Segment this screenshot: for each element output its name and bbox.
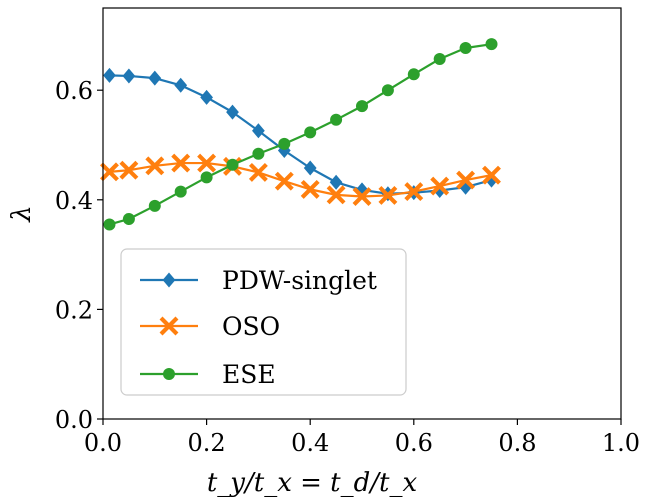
series-line: [109, 43, 492, 226]
data-point-stroke-b: [197, 153, 217, 173]
data-point: [200, 171, 213, 184]
legend: PDW-singlet OSO ESE: [120, 248, 407, 396]
data-point: [381, 84, 394, 97]
data-point: [174, 185, 187, 198]
data-point-stroke-b: [119, 160, 139, 180]
data-point: [352, 187, 372, 206]
data-point-stroke-b: [352, 187, 372, 206]
data-point: [148, 70, 162, 86]
legend-entry: ESE: [140, 360, 276, 389]
data-point-stroke-b: [326, 185, 346, 205]
data-point: [197, 153, 217, 173]
data-point: [103, 67, 116, 83]
data-point: [226, 104, 239, 120]
legend-marker-stroke-b: [159, 316, 179, 336]
data-point: [303, 160, 317, 176]
x-tick-label: 0.6: [395, 429, 433, 457]
data-point: [278, 137, 291, 150]
legend-entry: PDW-singlet: [140, 266, 377, 295]
legend-label: OSO: [222, 312, 280, 341]
data-point: [430, 176, 450, 196]
data-point: [145, 156, 165, 176]
data-point: [226, 158, 239, 171]
plot-frame: [102, 7, 622, 420]
data-point: [329, 174, 343, 190]
data-point: [456, 170, 476, 190]
data-point: [330, 113, 343, 126]
data-point: [356, 100, 368, 113]
data-point: [433, 52, 446, 65]
data-point: [378, 185, 398, 205]
data-point-stroke-b: [430, 176, 450, 196]
data-point: [248, 162, 268, 182]
data-point: [485, 38, 498, 51]
data-point: [200, 89, 213, 105]
y-tick-label: 0.4: [55, 187, 93, 215]
series-line: [109, 161, 492, 198]
legend-label: PDW-singlet: [222, 266, 377, 295]
legend-entry: OSO: [140, 312, 280, 341]
data-point: [274, 171, 294, 191]
data-point: [103, 218, 116, 231]
data-point: [482, 165, 501, 185]
data-point-stroke-b: [248, 162, 268, 182]
y-tick-label: 0.0: [55, 406, 93, 434]
series-oso: [100, 153, 501, 206]
data-point: [252, 147, 265, 160]
x-tick-label: 0.2: [188, 429, 226, 457]
data-point: [459, 42, 472, 55]
y-axis-label: λ: [7, 205, 37, 222]
x-tick-label: 1.0: [602, 429, 640, 457]
data-point: [122, 68, 136, 84]
data-point: [404, 182, 424, 202]
data-point: [148, 199, 161, 212]
legend-marker: [163, 368, 175, 380]
data-point: [119, 160, 139, 180]
data-point: [174, 77, 188, 93]
data-point-stroke-b: [274, 171, 294, 191]
data-point: [171, 153, 191, 173]
legend-marker: [162, 272, 176, 288]
x-tick-label: 0.4: [291, 429, 329, 457]
data-point-stroke-b: [456, 170, 476, 190]
series-line: [109, 74, 492, 195]
data-point: [304, 126, 317, 139]
y-tick-label: 0.6: [55, 77, 93, 105]
series-ese: [103, 38, 498, 231]
data-point: [326, 185, 346, 205]
data-point-stroke-b: [404, 182, 424, 202]
data-point: [100, 162, 119, 182]
legend-marker: [159, 316, 179, 336]
data-point-stroke-b: [378, 185, 398, 205]
data-point-stroke-b: [145, 156, 165, 176]
legend-box: [120, 248, 407, 396]
data-point: [122, 212, 135, 225]
data-point-stroke-b: [482, 165, 501, 185]
x-tick-label: 0.8: [498, 429, 536, 457]
data-point-stroke-b: [171, 153, 191, 173]
axes-layer: 0.0 0.2 0.4 0.6 0.8 1.0 0.0 0.2 0.4 0.6 t_y/t_x = …: [7, 77, 640, 498]
data-point: [252, 123, 265, 139]
data-point: [300, 179, 320, 199]
x-tick-label: 0.0: [84, 429, 122, 457]
data-point: [407, 68, 420, 81]
data-point-stroke-b: [100, 162, 119, 182]
series-layer: [100, 38, 501, 231]
y-tick-label: 0.2: [55, 296, 93, 324]
data-point-stroke-b: [300, 179, 320, 199]
legend-label: ESE: [222, 360, 276, 389]
x-axis-label: t_y/t_x = t_d/t_x: [207, 468, 418, 498]
